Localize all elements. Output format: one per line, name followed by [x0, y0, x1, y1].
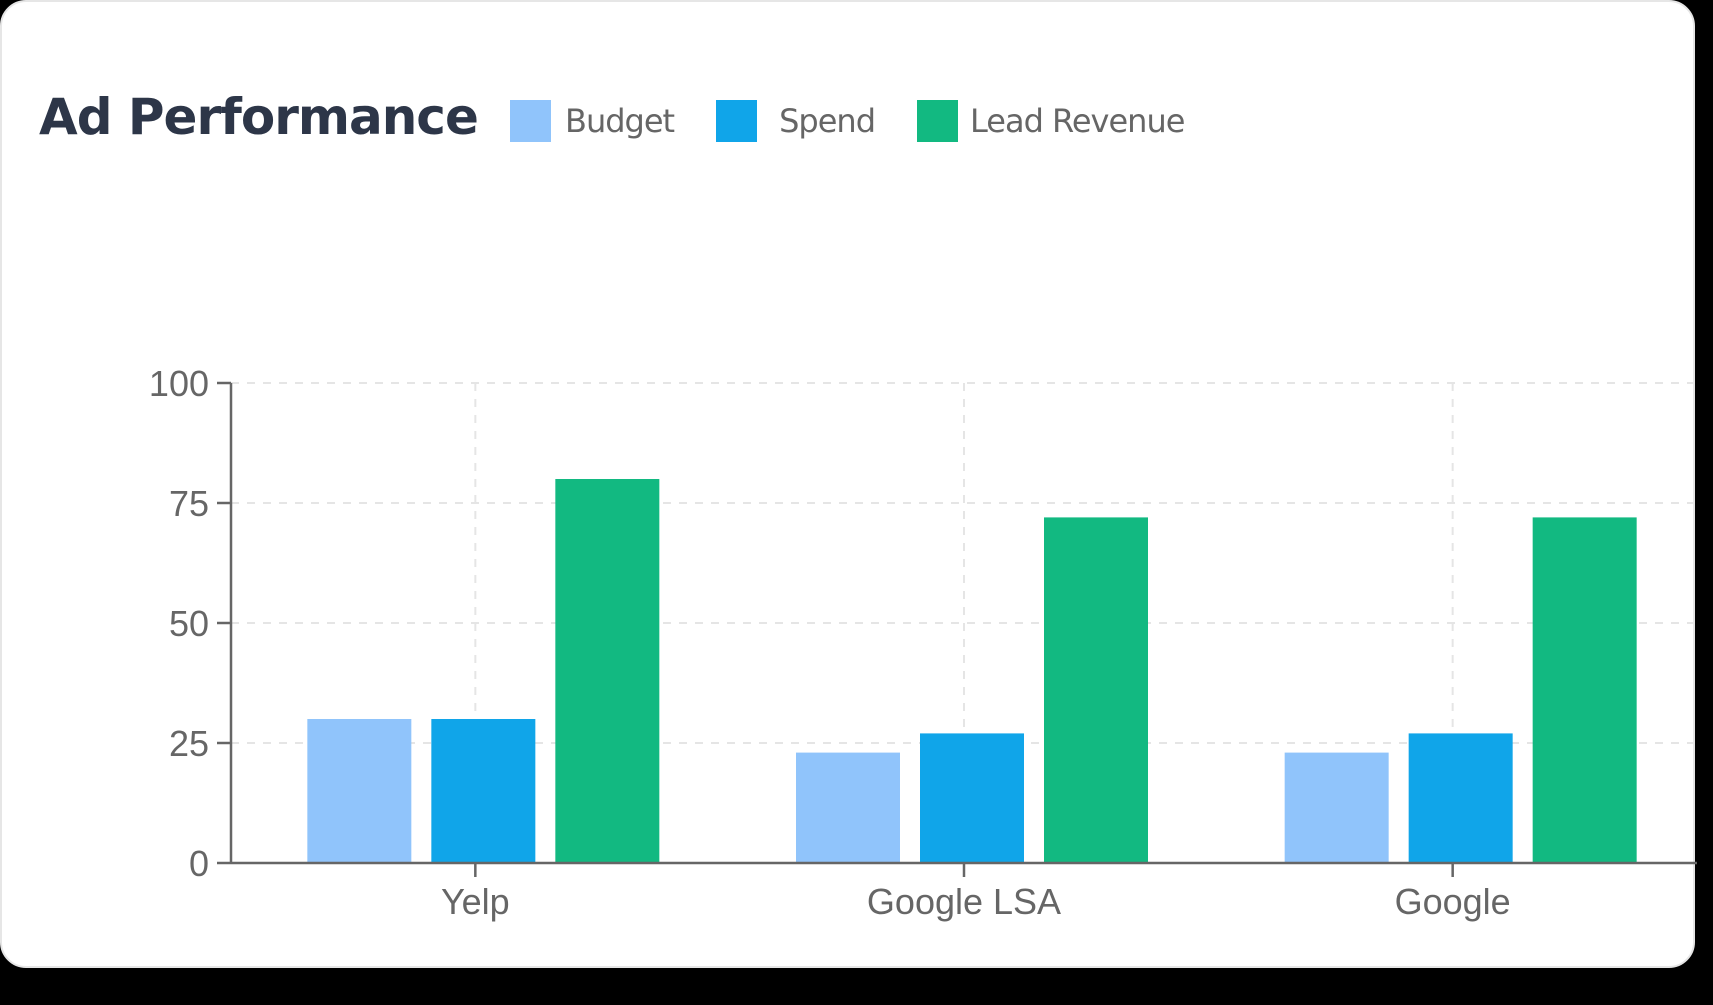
chart-title: Ad Performance: [39, 88, 479, 146]
y-tick-label: 50: [169, 603, 209, 644]
bar-budget-google-lsa: [796, 752, 900, 863]
legend-swatch-spend: [716, 100, 758, 142]
y-tick-label: 75: [169, 483, 209, 524]
bar-spend-yelp: [431, 719, 536, 863]
bar-budget-yelp: [307, 719, 412, 863]
x-tick-label: Google: [1395, 881, 1511, 922]
legend-item-budget[interactable]: Budget: [510, 100, 675, 142]
bar-chart: 0 25 50 75 100 Yelp Google LSA Google: [149, 363, 1697, 922]
y-tick-label: 25: [169, 723, 209, 764]
x-tick-label: Google LSA: [867, 881, 1061, 922]
bar-lead-revenue-google-lsa: [1044, 517, 1148, 863]
bar-spend-google-lsa: [920, 733, 1024, 863]
legend-swatch-budget: [510, 100, 551, 142]
chart-legend: Budget Spend Lead Revenue: [510, 100, 1226, 142]
legend-label-budget: Budget: [565, 102, 675, 140]
y-tick-label: 100: [149, 363, 209, 404]
legend-label-lead-revenue: Lead Revenue: [970, 102, 1185, 140]
y-tick-label: 0: [189, 843, 209, 884]
bar-lead-revenue-google: [1532, 517, 1637, 863]
bar-lead-revenue-yelp: [555, 479, 660, 863]
ad-performance-card: Ad Performance Budget Spend Lead Revenue…: [0, 0, 1697, 968]
bar-budget-google: [1284, 752, 1389, 863]
legend-item-lead-revenue[interactable]: Lead Revenue: [917, 100, 1185, 142]
bar-spend-google: [1408, 733, 1513, 863]
x-tick-label: Yelp: [441, 881, 510, 922]
legend-swatch-lead-revenue: [917, 100, 958, 142]
legend-item-spend[interactable]: Spend: [716, 100, 876, 142]
legend-label-spend: Spend: [779, 102, 876, 140]
